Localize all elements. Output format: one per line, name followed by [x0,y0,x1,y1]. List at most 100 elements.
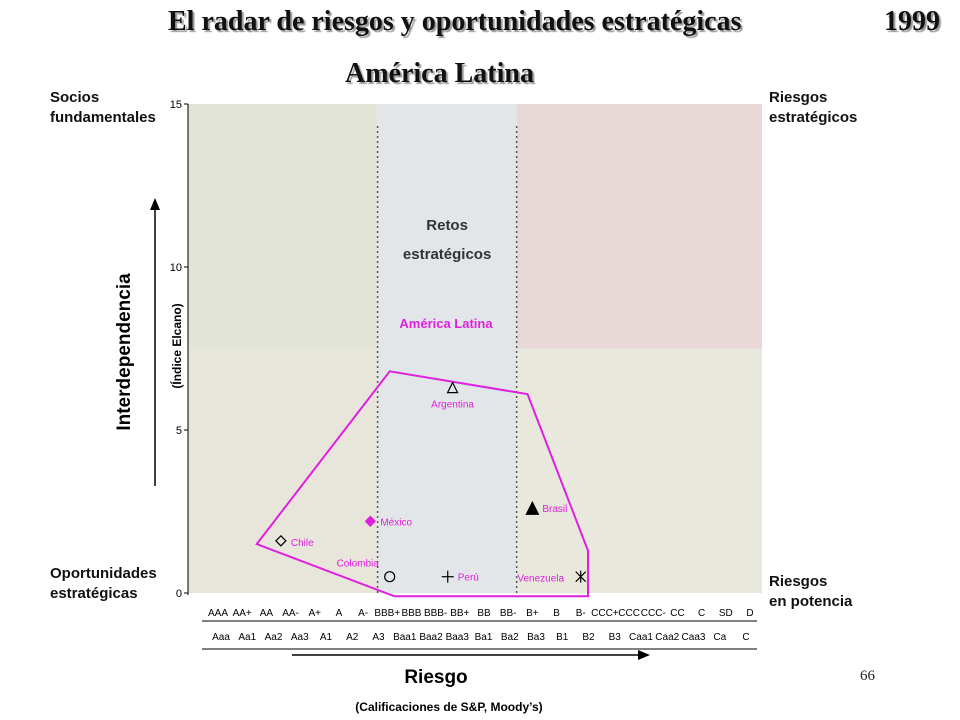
retos-label: Retos [426,217,468,234]
x-tick-label-moodys: Aa2 [265,632,283,643]
x-tick-label-sp: SD [719,608,733,619]
zone-riesgos-estrategicos [516,104,762,349]
point-argentina: Argentina [431,381,474,411]
page-number: 66 [860,668,875,684]
x-tick-label-sp: B+ [526,608,539,619]
marker-triangle [446,381,459,394]
x-tick-label-moodys: Ba3 [527,632,545,643]
quadrant-label-line: fundamentales [50,109,156,126]
year-label: 1999 [884,6,940,37]
quadrant-label-line: Socios [50,89,100,106]
quadrant-label-line: Riesgos [769,89,828,106]
x-tick-label-sp: BBB+ [374,608,400,619]
x-axis-title: Riesgo [404,667,467,688]
region-polygon [255,370,589,598]
x-tick-label-sp: B [553,608,560,619]
x-tick-label-sp: CCC+ [591,608,619,619]
point-label: Perú [458,573,479,584]
x-tick-label-sp: BB+ [450,608,469,619]
point-label: Brasil [542,504,567,515]
point-mexico: México [364,515,412,528]
zone-potencia [516,348,762,593]
x-tick-label-moodys: B1 [556,632,569,643]
retos-label: estratégicos [403,246,491,263]
point-label: Argentina [431,400,474,411]
region-label: América Latina [399,316,493,331]
y-tick-label: 5 [176,425,182,437]
x-tick-label-sp: BB [477,608,491,619]
x-tick-label-sp: CCC- [641,608,666,619]
x-tick-label-sp: AAA [208,608,228,619]
x-tick-label-sp: A+ [308,608,321,619]
point-label: Chile [291,538,314,549]
slide-title: El radar de riesgos y oportunidades estr… [168,6,742,37]
y-axis-title: Interdependencia [114,273,135,431]
y-tick-label: 0 [176,588,182,600]
x-tick-label-sp: BB- [500,608,517,619]
point-label: México [380,517,412,528]
quadrant-label-oportunidades: Oportunidades estratégicas [50,564,157,604]
x-tick-label-moodys: Aaa [212,632,230,643]
zone-socios [188,104,378,349]
x-tick-label-moodys: Aa1 [238,632,256,643]
point-layer: Argentina Brasil México Chile Colombia Perú Ve… [275,381,587,585]
x-tick-label-sp: BBB [401,608,421,619]
x-arrow-head [638,650,650,660]
x-tick-label-sp: A [336,608,343,619]
x-tick-label-sp: A- [358,608,368,619]
x-tick-label-moodys: Caa1 [629,632,653,643]
point-venezuela: Venezuela [517,570,587,585]
y-arrow-head [150,198,160,210]
point-label: Venezuela [517,574,564,585]
quadrant-label-riesgos-potencia: Riesgos en potencia [769,572,852,612]
x-tick-label-sp: CC [670,608,684,619]
x-tick-label-moodys: Baa1 [393,632,417,643]
quadrant-label-riesgos-estrategicos: Riesgos estratégicos [769,88,857,128]
x-tick-label-moodys: Aa3 [291,632,309,643]
zone-retos [377,104,517,593]
x-tick-label-moodys: Caa3 [682,632,706,643]
x-tick-label-moodys: A2 [346,632,359,643]
x-axis-subtitle: (Calificaciones de S&P, Moody’s) [355,700,542,714]
quadrant-label-line: Oportunidades [50,565,157,582]
axis-labels: Interdependencia (Índice Elcano) Riesgo (Ca… [114,198,650,714]
x-tick-label-moodys: Caa2 [655,632,679,643]
x-tick-label-moodys: Ca [713,632,726,643]
point-brasil: Brasil [525,500,567,515]
x-tick-label-moodys: Ba2 [501,632,519,643]
x-tick-label-sp: AA- [282,608,299,619]
marker-diamond [275,534,287,547]
y-axis-subtitle: (Índice Elcano) [169,303,184,388]
quadrant-label-line: en potencia [769,593,853,610]
x-tick-label-moodys: Ba1 [475,632,493,643]
marker-circle [384,571,396,583]
marker-triangle [525,500,540,515]
x-tick-label-moodys: Baa2 [419,632,443,643]
marker-diamond [364,515,377,527]
zone-backgrounds: Retos estratégicos [188,104,762,593]
x-tick-label-moodys: B2 [582,632,595,643]
point-label: Colombia [337,559,380,570]
x-tick-label-sp: B- [576,608,586,619]
zone-oportunidades [188,348,378,593]
quadrant-label-line: Riesgos [769,573,828,590]
x-tick-label-sp: D [746,608,753,619]
point-colombia: Colombia [337,559,396,583]
x-tick-label-moodys: C [742,632,749,643]
x-tick-label-sp: C [698,608,705,619]
y-tick-label: 10 [170,262,182,274]
x-tick-label-sp: AA+ [233,608,252,619]
quadrant-label-line: estratégicas [50,585,138,602]
x-tick-label-sp: BBB- [424,608,447,619]
point-peru: Perú [441,570,479,584]
x-tick-label-moodys: A3 [372,632,385,643]
quadrant-label-line: estratégicos [769,109,858,126]
region-layer: América Latina [255,316,589,598]
point-chile: Chile [275,534,314,549]
region-subtitle: América Latina [345,58,534,89]
y-tick-label: 15 [170,99,182,111]
x-tick-label-moodys: B3 [609,632,622,643]
x-tick-label-sp: AA [260,608,274,619]
